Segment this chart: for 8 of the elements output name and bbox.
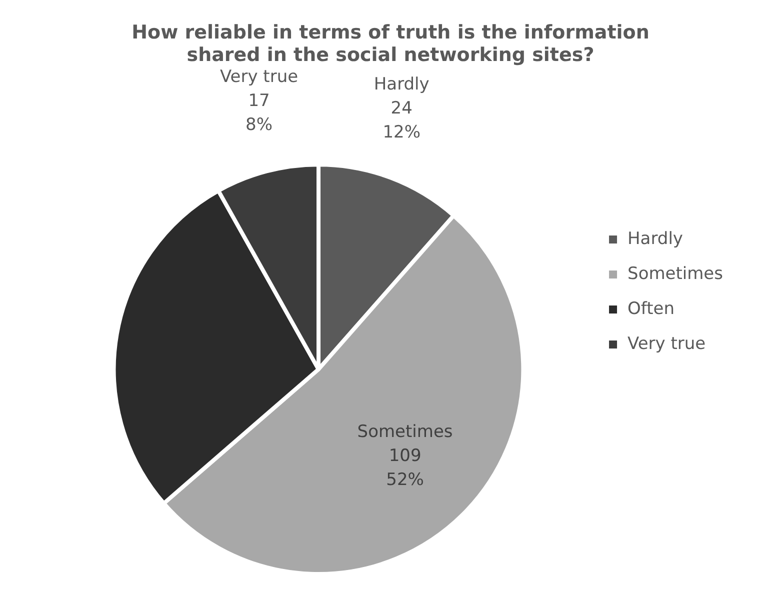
legend-label: Very true [628,334,706,354]
legend-label: Hardly [628,228,683,249]
data-label: Hardly 24 12% [374,74,430,142]
legend-label: Often [628,298,674,319]
data-label: Sometimes 109 52% [357,422,453,490]
chart-title: How reliable in terms of truth is the information shared in the social networking sites? [132,21,650,66]
legend-label: Sometimes [628,264,724,284]
data-label: Very true 17 8% [220,66,298,135]
